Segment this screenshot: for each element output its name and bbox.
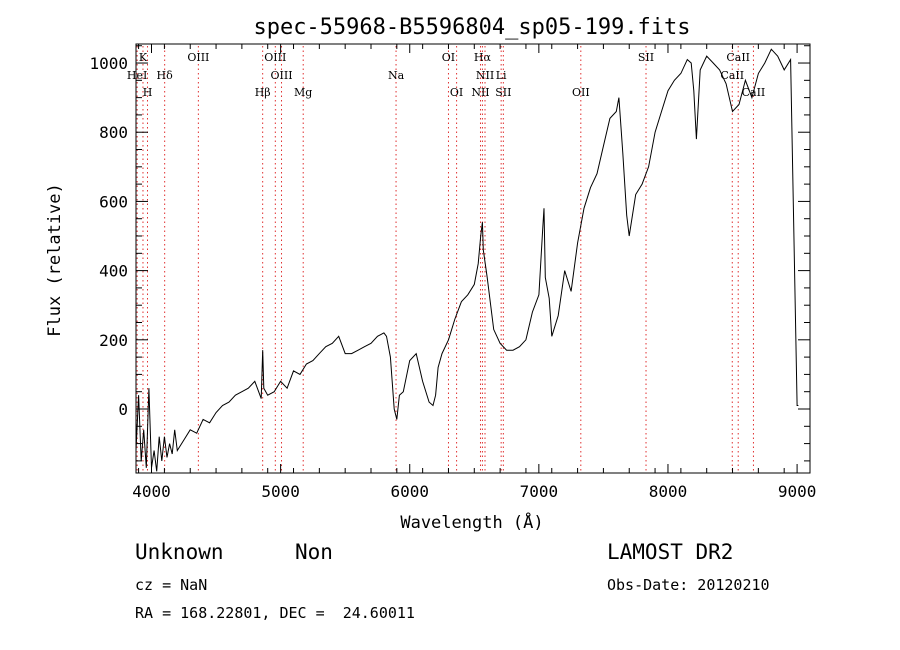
line-marker-label: CaII: [726, 51, 750, 64]
plot-frame: [135, 43, 811, 474]
y-axis-label: Flux (relative): [45, 183, 65, 337]
line-marker-label: CaII: [720, 69, 744, 82]
line-marker-label: HeI: [127, 69, 147, 82]
line-marker-label: NII: [476, 69, 494, 82]
y-tick-label: 800: [99, 123, 128, 142]
line-marker-label: Hα: [474, 51, 492, 64]
line-marker-label: H: [143, 86, 153, 99]
x-tick-label: 6000: [390, 482, 429, 501]
y-tick-label: 1000: [89, 54, 128, 73]
cz-text: cz = NaN: [135, 576, 208, 594]
x-tick-label: 7000: [520, 482, 559, 501]
y-tick-label: 200: [99, 331, 128, 350]
line-marker-label: OIII: [270, 69, 292, 82]
line-marker-label: Hδ: [157, 69, 174, 82]
obs-date-text: Obs-Date: 20120210: [607, 576, 770, 594]
x-axis-label: Wavelength (Å): [400, 511, 543, 533]
line-marker-label: K: [139, 51, 148, 64]
line-marker-label: OII: [572, 86, 590, 99]
line-marker-label: OI: [442, 51, 455, 64]
line-marker-label: Mg: [294, 86, 312, 99]
chart-title: spec-55968-B5596804_sp05-199.fits: [253, 15, 690, 40]
line-marker-label: Na: [388, 69, 405, 82]
y-tick-label: 0: [118, 400, 128, 419]
line-marker-label: OIII: [264, 51, 286, 64]
x-tick-label: 8000: [649, 482, 688, 501]
survey-label: LAMOST DR2: [607, 540, 734, 564]
subclass-label: Non: [295, 540, 333, 564]
line-marker-label: SII: [495, 86, 511, 99]
x-tick-label: 9000: [778, 482, 817, 501]
y-tick-label: 600: [99, 192, 128, 211]
axis-ticks: 4000 5000 6000 7000 8000 9000 0 200 400 600 800 100…: [89, 44, 816, 501]
spectrum-line: [135, 48, 799, 472]
y-tick-label: 400: [99, 262, 128, 281]
line-marker-label: Hβ: [255, 86, 271, 99]
line-marker-label: NII: [471, 86, 489, 99]
class-label: Unknown: [135, 540, 224, 564]
coords-text: RA = 168.22801, DEC = 24.60011: [135, 604, 415, 622]
x-tick-label: 5000: [261, 482, 300, 501]
line-marker-label: Li: [496, 69, 507, 82]
line-marker-label: OI: [450, 86, 463, 99]
line-marker-label: SII: [638, 51, 654, 64]
x-tick-label: 4000: [132, 482, 171, 501]
line-marker-label: OIII: [187, 51, 209, 64]
